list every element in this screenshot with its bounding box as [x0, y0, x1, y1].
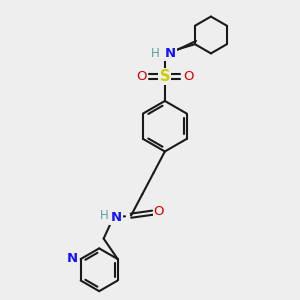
Text: N: N — [111, 211, 122, 224]
Text: N: N — [165, 47, 176, 60]
Text: H: H — [100, 209, 109, 222]
Text: H: H — [151, 47, 160, 60]
Text: O: O — [183, 70, 194, 83]
Text: O: O — [154, 205, 164, 218]
Text: S: S — [160, 69, 170, 84]
Text: N: N — [67, 252, 78, 265]
Text: O: O — [136, 70, 146, 83]
